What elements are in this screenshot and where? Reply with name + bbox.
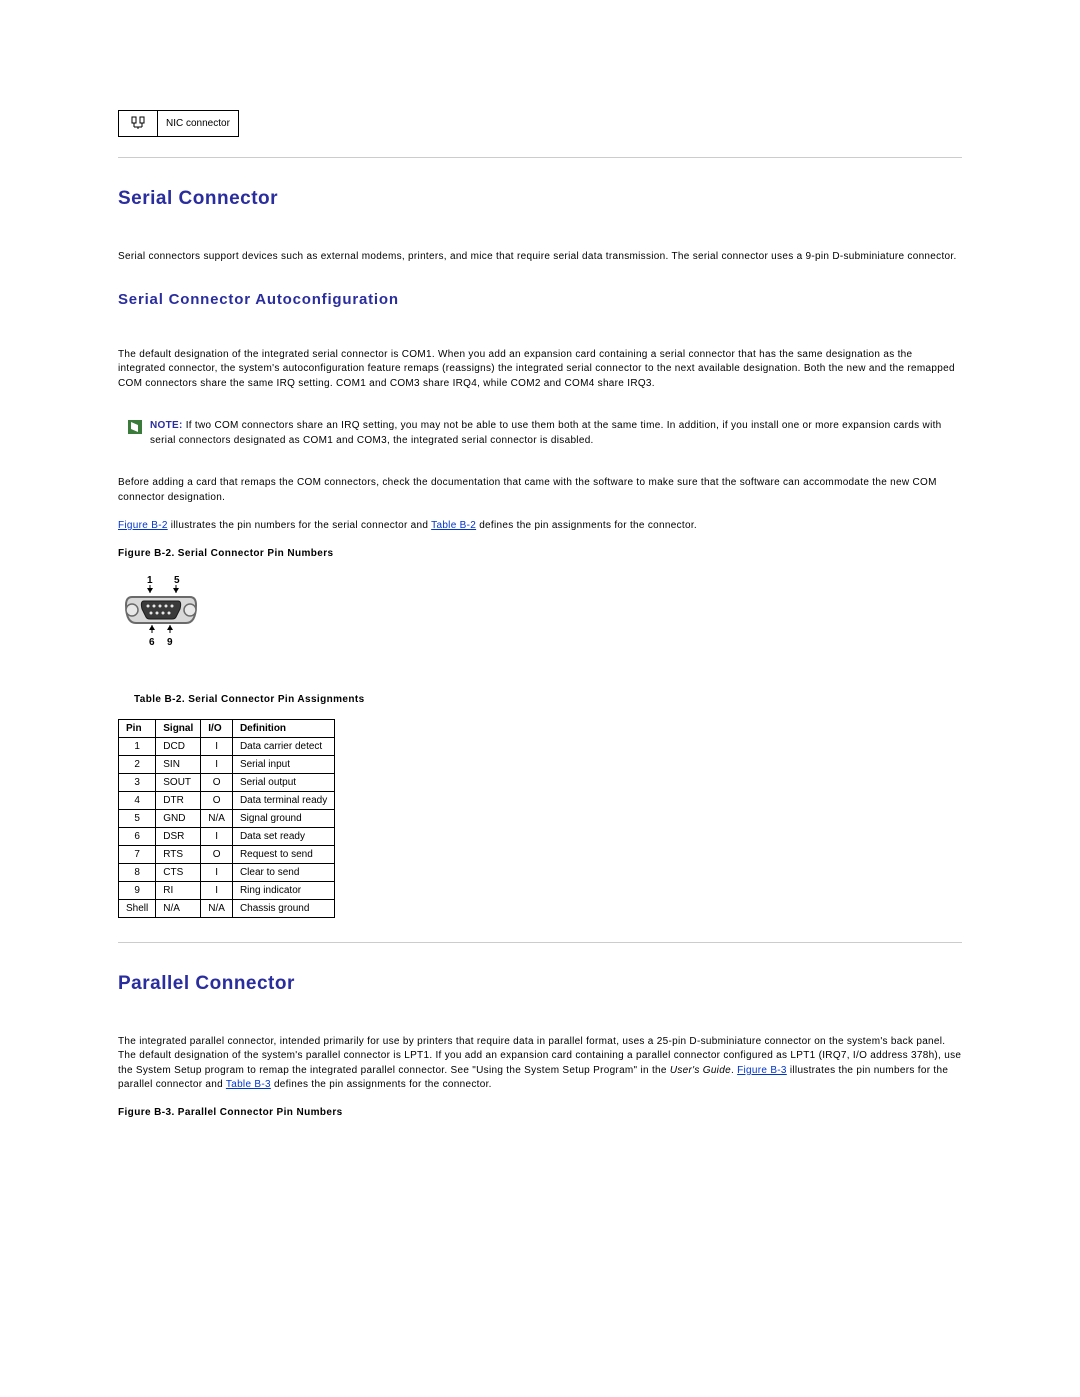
- table-row: 1DCDIData carrier detect: [119, 737, 335, 755]
- nic-icon-cell: [119, 111, 158, 137]
- table-b2-link[interactable]: Table B-2: [431, 520, 476, 531]
- table-cell: O: [201, 773, 233, 791]
- divider-2: [118, 942, 962, 943]
- table-cell: I: [201, 881, 233, 899]
- col-signal: Signal: [156, 719, 201, 737]
- table-cell: N/A: [201, 809, 233, 827]
- ref-mid2: defines the pin assignments for the conn…: [476, 520, 697, 531]
- table-cell: Ring indicator: [232, 881, 334, 899]
- table-cell: 1: [119, 737, 156, 755]
- table-cell: Serial output: [232, 773, 334, 791]
- pin-label-1: 1: [147, 575, 153, 586]
- table-row: 6DSRIData set ready: [119, 827, 335, 845]
- col-io: I/O: [201, 719, 233, 737]
- table-row: 2SINISerial input: [119, 755, 335, 773]
- table-cell: I: [201, 827, 233, 845]
- parallel-body: The integrated parallel connector, inten…: [118, 1035, 962, 1093]
- note-label: NOTE:: [150, 420, 183, 431]
- table-cell: Signal ground: [232, 809, 334, 827]
- parallel-connector-heading: Parallel Connector: [118, 973, 962, 995]
- figure-b2-caption: Figure B-2. Serial Connector Pin Numbers: [118, 548, 962, 559]
- table-row: 8CTSIClear to send: [119, 863, 335, 881]
- table-row: 4DTROData terminal ready: [119, 791, 335, 809]
- table-cell: GND: [156, 809, 201, 827]
- table-cell: I: [201, 737, 233, 755]
- table-cell: Clear to send: [232, 863, 334, 881]
- table-cell: O: [201, 845, 233, 863]
- table-cell: RTS: [156, 845, 201, 863]
- nic-icon: [130, 115, 146, 129]
- figure-b3-link[interactable]: Figure B-3: [737, 1065, 787, 1076]
- table-cell: Data terminal ready: [232, 791, 334, 809]
- table-cell: 5: [119, 809, 156, 827]
- table-cell: 6: [119, 827, 156, 845]
- note-body: If two COM connectors share an IRQ setti…: [150, 420, 942, 446]
- table-row: 5GNDN/ASignal ground: [119, 809, 335, 827]
- col-pin: Pin: [119, 719, 156, 737]
- table-cell: 2: [119, 755, 156, 773]
- table-cell: I: [201, 863, 233, 881]
- table-cell: Data carrier detect: [232, 737, 334, 755]
- table-cell: N/A: [156, 899, 201, 917]
- table-cell: Request to send: [232, 845, 334, 863]
- users-guide-italic: User's Guide: [670, 1065, 731, 1076]
- table-cell: SIN: [156, 755, 201, 773]
- table-cell: DTR: [156, 791, 201, 809]
- note-text: NOTE: If two COM connectors share an IRQ…: [150, 419, 962, 448]
- table-cell: Shell: [119, 899, 156, 917]
- table-cell: DCD: [156, 737, 201, 755]
- ref-mid1: illustrates the pin numbers for the seri…: [168, 520, 431, 531]
- nic-connector-table: NIC connector: [118, 110, 239, 137]
- table-cell: Chassis ground: [232, 899, 334, 917]
- figure-b3-caption: Figure B-3. Parallel Connector Pin Numbe…: [118, 1107, 962, 1118]
- pin-label-6: 6: [149, 637, 155, 648]
- figure-b2-link[interactable]: Figure B-2: [118, 520, 168, 531]
- nic-label: NIC connector: [158, 111, 239, 137]
- table-cell: SOUT: [156, 773, 201, 791]
- table-cell: Data set ready: [232, 827, 334, 845]
- table-cell: N/A: [201, 899, 233, 917]
- table-header-row: Pin Signal I/O Definition: [119, 719, 335, 737]
- table-row: ShellN/AN/AChassis ground: [119, 899, 335, 917]
- table-cell: O: [201, 791, 233, 809]
- divider: [118, 157, 962, 158]
- table-b2-caption: Table B-2. Serial Connector Pin Assignme…: [134, 694, 962, 705]
- serial-pin-table: Pin Signal I/O Definition 1DCDIData carr…: [118, 719, 335, 918]
- serial-connector-heading: Serial Connector: [118, 188, 962, 210]
- pin-label-5: 5: [174, 575, 180, 586]
- table-cell: Serial input: [232, 755, 334, 773]
- table-cell: I: [201, 755, 233, 773]
- note-block: NOTE: If two COM connectors share an IRQ…: [128, 419, 962, 448]
- table-cell: 3: [119, 773, 156, 791]
- table-cell: RI: [156, 881, 201, 899]
- serial-autoconf-body: The default designation of the integrate…: [118, 348, 962, 392]
- table-cell: 7: [119, 845, 156, 863]
- serial-preadd-body: Before adding a card that remaps the COM…: [118, 476, 962, 505]
- serial-connector-figure: 1 5: [118, 573, 962, 654]
- pin-label-9: 9: [167, 637, 173, 648]
- col-definition: Definition: [232, 719, 334, 737]
- table-row: 9RIIRing indicator: [119, 881, 335, 899]
- table-row: 7RTSORequest to send: [119, 845, 335, 863]
- table-cell: 8: [119, 863, 156, 881]
- note-icon: [128, 420, 142, 434]
- table-cell: CTS: [156, 863, 201, 881]
- table-cell: 9: [119, 881, 156, 899]
- table-cell: DSR: [156, 827, 201, 845]
- serial-intro: Serial connectors support devices such a…: [118, 250, 962, 265]
- table-cell: 4: [119, 791, 156, 809]
- parallel-body-post3: defines the pin assignments for the conn…: [271, 1079, 492, 1090]
- db9-connector-svg: 1 5: [118, 573, 208, 649]
- serial-ref-sentence: Figure B-2 illustrates the pin numbers f…: [118, 519, 962, 534]
- serial-autoconf-heading: Serial Connector Autoconfiguration: [118, 291, 962, 308]
- table-row: 3SOUTOSerial output: [119, 773, 335, 791]
- table-b3-link[interactable]: Table B-3: [226, 1079, 271, 1090]
